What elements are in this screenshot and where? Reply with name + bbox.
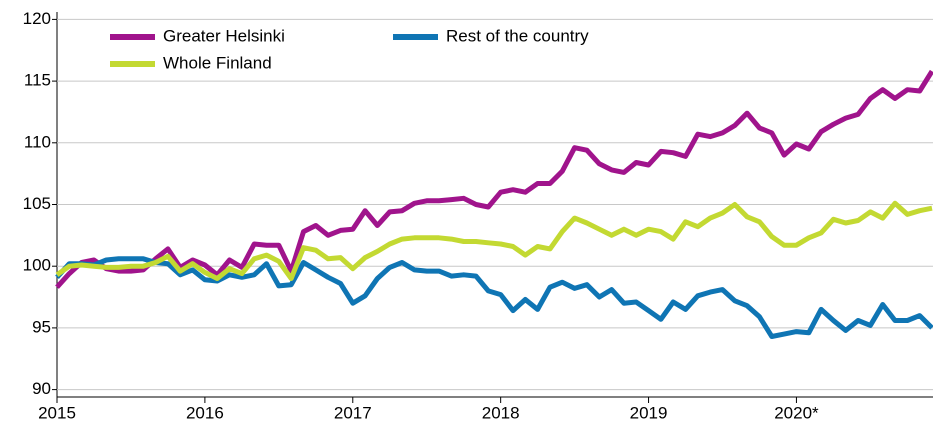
y-tick-label: 90	[32, 379, 51, 398]
x-tick-label: 2019	[630, 403, 668, 422]
x-tick-label: 2015	[38, 403, 76, 422]
legend-label: Rest of the country	[446, 26, 589, 45]
y-tick-label: 110	[24, 132, 51, 151]
y-tick-label: 95	[32, 317, 51, 336]
y-tick-label: 120	[23, 9, 51, 28]
legend-label: Whole Finland	[163, 53, 272, 72]
x-tick-label: 2020*	[774, 403, 819, 422]
x-tick-label: 2018	[482, 403, 520, 422]
y-tick-label: 105	[23, 194, 51, 213]
series-line	[55, 256, 933, 339]
series-line	[55, 200, 933, 281]
legend-label: Greater Helsinki	[163, 26, 285, 45]
series-line	[55, 69, 933, 289]
y-tick-label: 115	[24, 71, 51, 90]
x-tick-label: 2016	[186, 403, 224, 422]
x-tick-label: 2017	[334, 403, 372, 422]
y-tick-label: 100	[23, 256, 51, 275]
